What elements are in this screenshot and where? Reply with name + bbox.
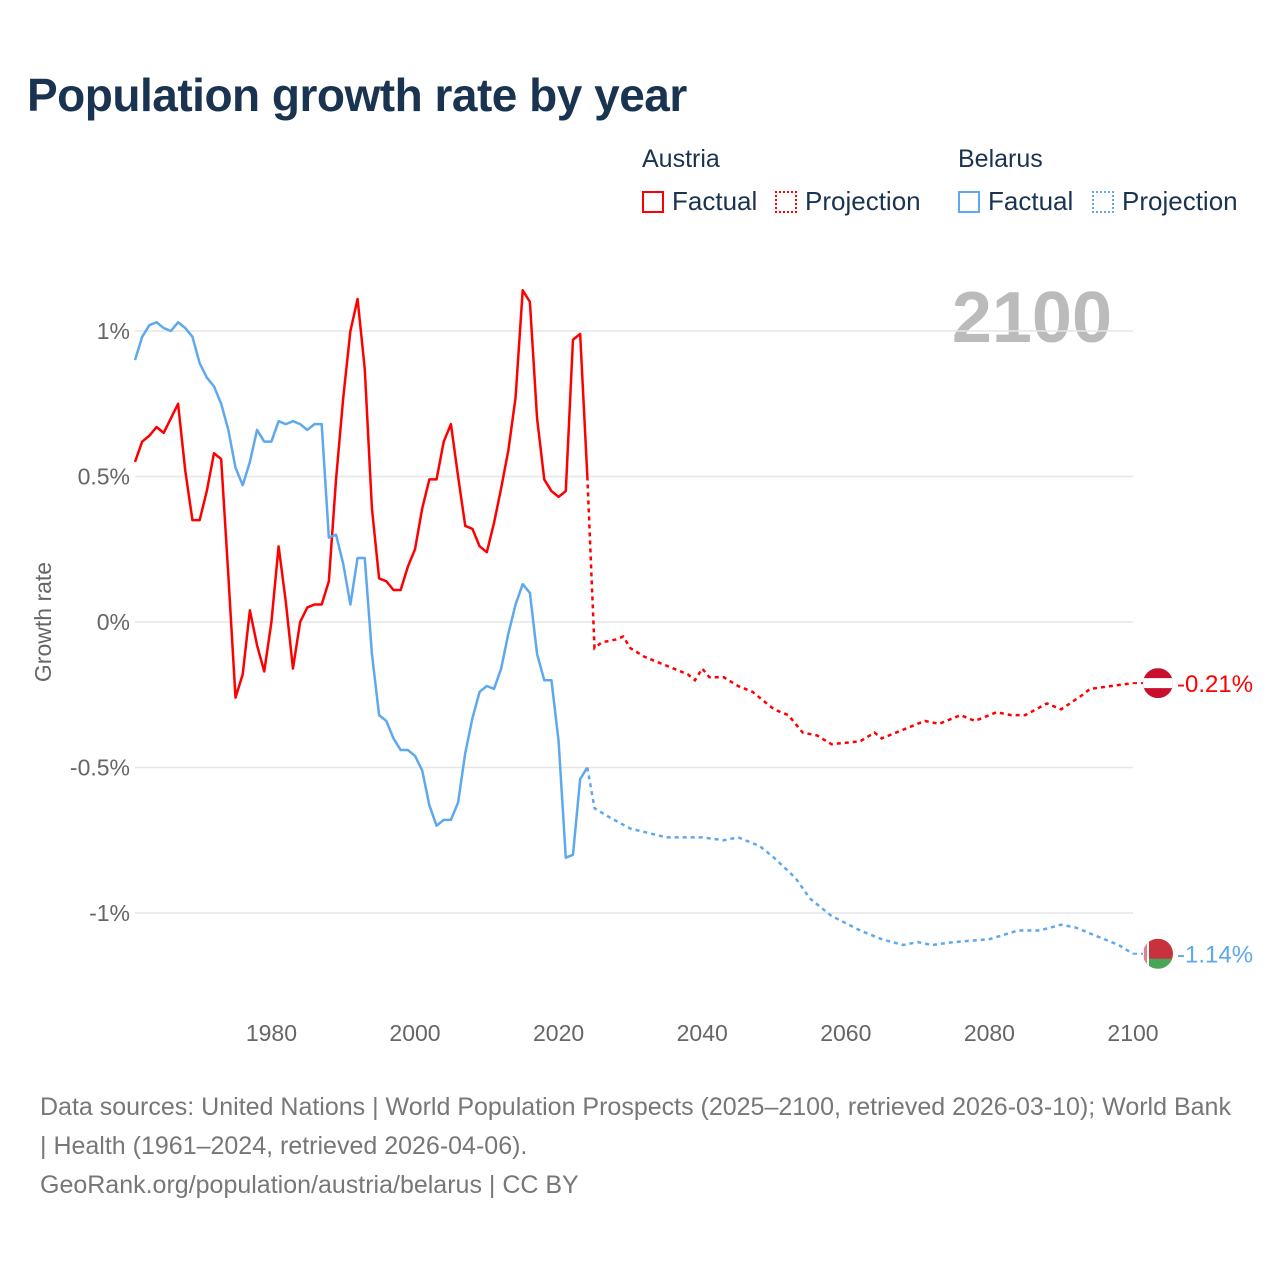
line-austria-factual [133, 289, 589, 699]
x-tick-label: 2100 [1107, 1020, 1158, 1046]
flag-stripe [1143, 958, 1173, 969]
flag-ornament [1144, 938, 1147, 969]
dotted-swatch-icon [775, 190, 797, 213]
legend-belarus-factual[interactable]: Factual [958, 186, 1073, 217]
x-tick-label: 2080 [964, 1020, 1015, 1046]
dotted-swatch-icon [1092, 190, 1114, 213]
belarus-flag-icon [1143, 938, 1173, 969]
x-tick-label: 2000 [389, 1020, 440, 1046]
data-sources: Data sources: United Nations | World Pop… [40, 1093, 1231, 1160]
x-tick-label: 1980 [246, 1020, 297, 1046]
line-belarus-projection [586, 767, 1134, 955]
y-tick-label: 0% [97, 609, 130, 635]
legend-label: Projection [1122, 186, 1238, 216]
end-value-label: -1.14% [1177, 942, 1253, 969]
flag-stripe [1143, 678, 1173, 689]
page-title: Population growth rate by year [27, 69, 687, 121]
solid-swatch-icon [642, 190, 664, 213]
end-value-label: -0.21% [1177, 671, 1253, 698]
line-austria-projection [586, 476, 1134, 746]
y-axis-label: Growth rate [30, 562, 56, 682]
x-tick-label: 2060 [820, 1020, 871, 1046]
legend-austria-projection[interactable]: Projection [775, 186, 921, 217]
source-link[interactable]: GeoRank.org/population/austria/belarus |… [40, 1171, 579, 1199]
solid-swatch-icon [958, 190, 980, 213]
legend-austria-factual[interactable]: Factual [642, 186, 757, 217]
y-tick-label: 0.5% [78, 464, 130, 490]
legend-label: Factual [988, 186, 1074, 216]
line-belarus-factual [133, 321, 589, 859]
legend-belarus-projection[interactable]: Projection [1092, 186, 1238, 217]
x-tick-label: 2040 [677, 1020, 728, 1046]
y-tick-label: -1% [89, 900, 130, 926]
y-tick-label: 1% [97, 318, 130, 344]
year-display: 2100 [952, 278, 1112, 358]
legend-label: Projection [805, 186, 921, 216]
footer: Data sources: United Nations | World Pop… [40, 1088, 1240, 1205]
x-tick-label: 2020 [533, 1020, 584, 1046]
legend-group-austria: Austria [642, 145, 720, 173]
y-tick-label: -0.5% [70, 755, 130, 781]
legend-group-belarus: Belarus [958, 145, 1043, 173]
legend-label: Factual [672, 186, 758, 216]
austria-flag-icon [1143, 668, 1173, 699]
